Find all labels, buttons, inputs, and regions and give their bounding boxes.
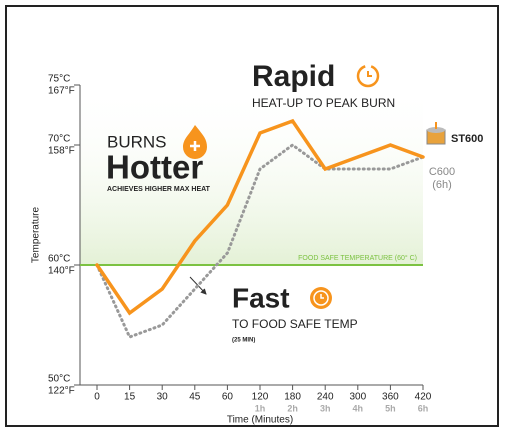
x-tick-sublabel: 1h <box>255 403 266 413</box>
x-axis-label: Time (Minutes) <box>227 415 293 426</box>
x-tick-sublabel: 3h <box>320 403 331 413</box>
y-tick-label: 75°C <box>48 74 70 85</box>
page: Rapid HEAT-UP TO PEAK BURN BURNS Hotter … <box>0 0 506 437</box>
x-tick-sublabel: 6h <box>418 403 429 413</box>
y-tick-label: 140°F <box>48 266 75 277</box>
annotation-title: Fast <box>232 282 290 313</box>
x-tick-label: 240 <box>317 392 334 403</box>
x-tick-label: 45 <box>189 392 201 403</box>
annotation-title: Rapid <box>252 60 335 93</box>
x-tick-label: 300 <box>349 392 366 403</box>
x-tick-label: 420 <box>415 392 432 403</box>
y-tick-label: 158°F <box>48 146 75 157</box>
x-tick-label: 360 <box>382 392 399 403</box>
annotation-text: ACHIEVES HIGHER MAX HEAT <box>107 186 211 193</box>
annotation-text: HEAT-UP TO PEAK BURN <box>252 96 395 110</box>
y-tick-label: 122°F <box>48 386 75 397</box>
series-label: C600 <box>429 166 455 178</box>
chart: Rapid HEAT-UP TO PEAK BURN BURNS Hotter … <box>0 0 506 432</box>
y-tick-label: 50°C <box>48 374 70 385</box>
x-tick-label: 60 <box>222 392 234 403</box>
x-tick-sublabel: 2h <box>287 403 298 413</box>
x-tick-label: 120 <box>252 392 269 403</box>
y-tick-label: 70°C <box>48 134 70 145</box>
x-tick-label: 180 <box>284 392 301 403</box>
timer-icon <box>310 287 332 309</box>
y-axis-label: Temperature <box>31 206 42 263</box>
y-tick-label: 60°C <box>48 254 70 265</box>
annotation-text: TO FOOD SAFE TEMP <box>232 317 358 331</box>
x-tick-label: 0 <box>94 392 100 403</box>
x-tick-label: 15 <box>124 392 136 403</box>
series-label: ST600 <box>451 133 483 145</box>
x-tick-sublabel: 4h <box>353 403 364 413</box>
series-note: (6h) <box>432 179 452 191</box>
y-tick-label: 167°F <box>48 86 75 97</box>
annotation-title: Hotter <box>106 149 203 186</box>
x-tick-sublabel: 5h <box>385 403 396 413</box>
annotation-note: (25 MIN) <box>232 338 255 344</box>
x-tick-label: 30 <box>157 392 169 403</box>
reference-label: FOOD SAFE TEMPERATURE (60° C) <box>298 254 417 262</box>
